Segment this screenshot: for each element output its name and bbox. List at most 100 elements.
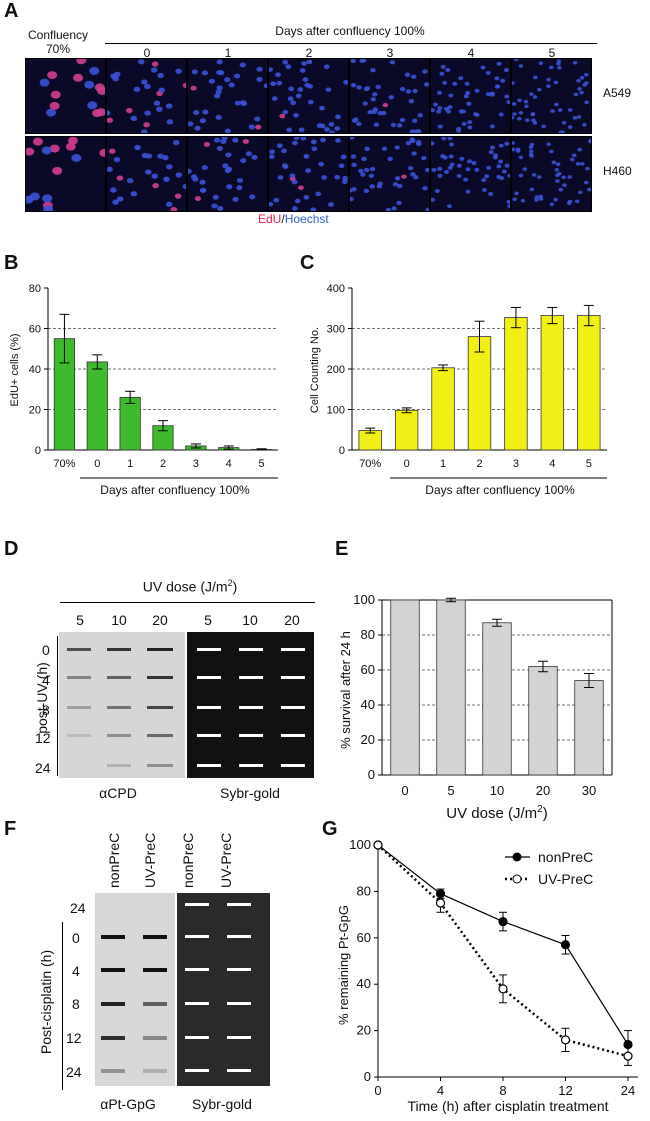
hoechst-nucleus [144, 169, 152, 175]
hoechst-nucleus [193, 110, 200, 115]
sybr-blot-background [187, 632, 314, 778]
hoechst-nucleus [536, 175, 542, 179]
slot-band [185, 968, 209, 971]
caption-sybr-gold-f: Sybr-gold [192, 1096, 252, 1112]
hoechst-nucleus [375, 84, 381, 90]
microscopy-image [350, 137, 429, 211]
y-tick-label: 60 [361, 662, 375, 677]
hoechst-nucleus [558, 187, 564, 192]
hoechst-nucleus [575, 161, 581, 166]
hoechst-nucleus [557, 108, 563, 112]
y-tick-label: 100 [349, 837, 371, 852]
hoechst-nucleus [107, 110, 111, 116]
hoechst-nucleus [512, 141, 515, 145]
slot-band [227, 1002, 251, 1005]
y-tick-label: 300 [327, 324, 345, 336]
edu-nucleus [203, 141, 211, 147]
hoechst-nucleus [199, 179, 206, 185]
hoechst-nucleus [356, 85, 362, 90]
hoechst-nucleus [448, 93, 454, 98]
col-label-nonprec-left: nonPreC [106, 832, 122, 888]
hoechst-nucleus [305, 168, 312, 173]
microscopy-tile [187, 136, 268, 212]
hoechst-nucleus [251, 154, 258, 160]
hoechst-nucleus [447, 204, 453, 209]
tile-background [26, 137, 105, 211]
edu-nucleus [174, 193, 182, 199]
y-tick-label: 80 [357, 883, 371, 898]
hoechst-nucleus [87, 101, 98, 110]
dose-label-10-left: 10 [111, 612, 127, 628]
hoechst-nucleus [370, 97, 377, 102]
hoechst-nucleus [447, 137, 453, 141]
hoechst-nucleus [459, 156, 465, 161]
hoechst-nucleus [461, 121, 467, 126]
hoechst-nucleus [437, 166, 443, 171]
slot-band [101, 1069, 125, 1073]
microscopy-image [269, 137, 348, 211]
microscopy-tile [187, 58, 268, 134]
col-label-uvprec-left: UV-PreC [142, 832, 158, 888]
hoechst-nucleus [361, 156, 367, 162]
hoechst-nucleus [350, 154, 357, 159]
tile-background [269, 137, 348, 211]
post-uv-axis-label: post-UV (h) [34, 662, 50, 734]
hoechst-nucleus [441, 137, 447, 141]
hoechst-nucleus [291, 179, 298, 185]
hoechst-nucleus [550, 109, 555, 113]
slot-band [67, 648, 91, 651]
hoechst-nucleus [288, 86, 295, 92]
hoechst-nucleus [303, 195, 310, 200]
hoechst-nucleus [546, 77, 551, 82]
hoechst-nucleus [295, 93, 302, 99]
microscopy-image [188, 59, 267, 133]
hoechst-nucleus [498, 159, 504, 164]
hoechst-nucleus [153, 100, 161, 106]
hoechst-nucleus [407, 165, 414, 171]
hoechst-nucleus [216, 59, 223, 65]
hoechst-nucleus [520, 198, 526, 203]
caption-acpd: αCPD [99, 785, 137, 801]
hoechst-nucleus [165, 201, 173, 207]
hoechst-nucleus [234, 73, 241, 79]
hoechst-nucleus [500, 78, 506, 83]
hoechst-nucleus [232, 196, 239, 202]
slot-band [67, 676, 91, 679]
hoechst-nucleus [225, 166, 233, 172]
microscopy-image [188, 137, 267, 211]
hoechst-nucleus [325, 87, 332, 93]
hoechst-nucleus [107, 166, 113, 172]
row-label-4: 4 [72, 963, 80, 979]
hoechst-nucleus [546, 84, 551, 89]
hoechst-nucleus [442, 80, 448, 85]
edu-nucleus [116, 175, 124, 181]
hoechst-nucleus [439, 71, 445, 76]
tile-background [188, 59, 267, 133]
hoechst-nucleus [293, 137, 300, 141]
hoechst-nucleus [474, 167, 480, 172]
slot-band [197, 648, 221, 651]
hoechst-nucleus [335, 114, 341, 120]
hoechst-nucleus [158, 87, 166, 93]
hoechst-nucleus [489, 92, 495, 97]
hoechst-nucleus [548, 65, 554, 70]
hoechst-nucleus [360, 172, 366, 177]
hoechst-nucleus [391, 206, 397, 211]
edu-nucleus [50, 90, 61, 99]
y-tick-label: 0 [368, 767, 375, 782]
hoechst-nucleus [172, 139, 180, 146]
hoechst-nucleus [334, 174, 341, 180]
y-axis-label: EdU+ cells (%) [9, 333, 21, 406]
y-tick-label: 40 [361, 697, 375, 712]
hoechst-nucleus [518, 155, 524, 160]
hoechst-nucleus [41, 146, 52, 155]
hoechst-nucleus [431, 108, 436, 113]
hoechst-nucleus [245, 151, 252, 157]
y-tick-label: 100 [353, 592, 375, 607]
hoechst-nucleus [42, 194, 53, 203]
slot-band [147, 734, 173, 737]
hoechst-nucleus [126, 177, 134, 184]
hoechst-nucleus [529, 154, 535, 158]
edu-nucleus [242, 138, 249, 144]
hoechst-nucleus [465, 167, 471, 172]
